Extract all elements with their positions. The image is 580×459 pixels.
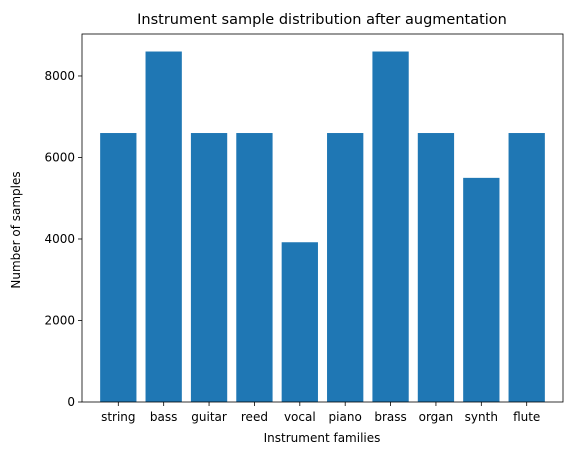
x-tick-label: synth	[465, 410, 498, 424]
bar-flute	[508, 133, 545, 402]
x-tick-label: bass	[150, 410, 177, 424]
x-tick-label: flute	[513, 410, 540, 424]
plot-frame	[81, 33, 564, 403]
bar-reed	[236, 133, 273, 402]
y-tick-label: 2000	[44, 313, 75, 327]
x-tick-label: organ	[419, 410, 454, 424]
bar-organ	[417, 133, 455, 402]
x-tick-label: brass	[374, 410, 406, 424]
bar-string	[100, 133, 137, 402]
bars-layer	[100, 51, 545, 403]
bar-piano	[327, 133, 364, 402]
bar-guitar	[190, 133, 228, 402]
x-tick-label: reed	[241, 410, 268, 424]
x-tick-label: string	[101, 410, 135, 424]
bar-brass	[372, 51, 409, 403]
y-tick-label: 4000	[44, 232, 75, 246]
x-tick-label: piano	[329, 410, 362, 424]
bar-synth	[463, 177, 500, 402]
x-tick-label: vocal	[284, 410, 316, 424]
y-tick-label: 8000	[44, 69, 75, 83]
axes-layer: string bass guitar reed vocal piano brass organ…	[44, 33, 564, 424]
y-tick-label: 0	[67, 395, 75, 409]
y-axis-label: Number of samples	[9, 171, 23, 288]
bar-vocal	[281, 242, 318, 402]
y-tick-label: 6000	[44, 150, 75, 164]
chart-title: Instrument sample distribution after aug…	[137, 12, 507, 28]
x-tick-label: guitar	[191, 410, 227, 424]
bar-bass	[145, 51, 182, 403]
x-axis-label: Instrument families	[264, 431, 381, 445]
